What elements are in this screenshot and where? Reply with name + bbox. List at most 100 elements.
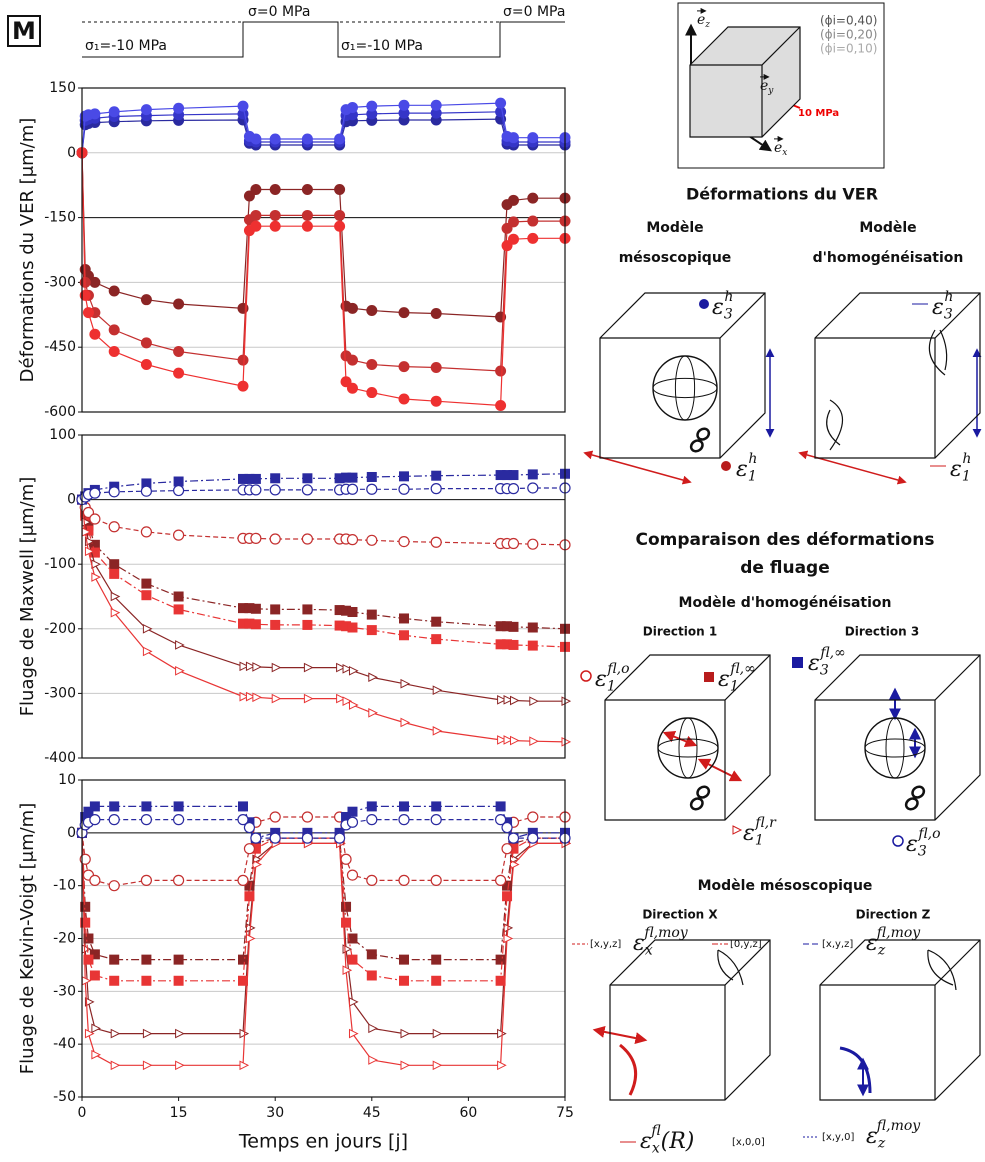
y-tick-label: -450 bbox=[44, 339, 76, 355]
marker bbox=[495, 97, 507, 109]
series bbox=[76, 811, 571, 892]
symbol-base: ε bbox=[595, 667, 607, 692]
marker bbox=[341, 605, 352, 616]
marker bbox=[334, 605, 345, 616]
marker bbox=[430, 107, 442, 119]
marker bbox=[561, 696, 572, 706]
marker bbox=[80, 811, 91, 822]
marker bbox=[336, 662, 346, 673]
symbol-sup: h bbox=[748, 451, 757, 467]
series bbox=[77, 827, 570, 965]
cube-outline bbox=[819, 939, 981, 1101]
marker bbox=[334, 620, 345, 631]
series-line bbox=[81, 816, 565, 887]
marker bbox=[527, 811, 539, 823]
series bbox=[77, 494, 570, 652]
symbol-sup: fl,r bbox=[754, 815, 777, 831]
interface-arc bbox=[717, 949, 734, 981]
cube-outline bbox=[689, 26, 801, 138]
marker bbox=[250, 619, 261, 630]
marker bbox=[366, 814, 378, 826]
cube bbox=[819, 939, 981, 1101]
marker bbox=[509, 735, 520, 746]
y-tick-label: 0 bbox=[67, 492, 76, 508]
point-label: [x,0,0] bbox=[732, 1137, 765, 1148]
marker bbox=[347, 954, 358, 965]
symbol-label: ε3 fl,o bbox=[906, 826, 941, 860]
marker bbox=[109, 975, 120, 986]
marker bbox=[527, 482, 539, 494]
marker bbox=[141, 478, 152, 489]
marker bbox=[430, 362, 442, 374]
marker bbox=[346, 483, 359, 495]
marker bbox=[89, 108, 101, 120]
marker bbox=[431, 616, 442, 627]
marker bbox=[400, 1028, 411, 1039]
inclusion bbox=[657, 717, 719, 779]
marker bbox=[366, 304, 378, 316]
marker bbox=[91, 1049, 101, 1060]
marker bbox=[507, 233, 519, 245]
marker bbox=[348, 1028, 359, 1039]
marker bbox=[239, 661, 250, 672]
marker bbox=[173, 874, 185, 886]
marker bbox=[368, 672, 378, 683]
marker bbox=[269, 220, 281, 232]
symbol-label: ε1 fl,∞ bbox=[718, 661, 756, 695]
point-label: [x,y,z] bbox=[822, 939, 853, 950]
symbol-base: ε bbox=[712, 295, 724, 320]
symbol-label: ey bbox=[760, 78, 774, 96]
x-tick-label: 15 bbox=[170, 1105, 188, 1121]
marker bbox=[302, 473, 313, 484]
marker bbox=[173, 604, 184, 615]
marker bbox=[237, 100, 249, 112]
marker bbox=[83, 933, 94, 944]
marker bbox=[141, 801, 152, 812]
marker bbox=[432, 685, 443, 695]
marker bbox=[252, 662, 262, 672]
marker bbox=[497, 695, 507, 705]
series-line bbox=[81, 805, 565, 839]
marker bbox=[142, 1060, 153, 1071]
series-line bbox=[81, 499, 566, 648]
marker bbox=[508, 470, 519, 481]
series bbox=[76, 147, 571, 323]
marker bbox=[366, 874, 378, 886]
symbol-label: ez bbox=[697, 12, 710, 30]
model-title: Modèle mésoscopique bbox=[698, 878, 873, 894]
marker bbox=[503, 735, 514, 745]
marker bbox=[368, 1023, 378, 1034]
marker bbox=[503, 933, 514, 944]
marker bbox=[502, 470, 513, 481]
marker bbox=[173, 476, 184, 487]
x-tick-label: 30 bbox=[266, 1105, 284, 1121]
marker bbox=[83, 954, 94, 965]
marker bbox=[83, 806, 94, 817]
cube bbox=[599, 292, 766, 459]
marker bbox=[89, 874, 101, 886]
series-line bbox=[81, 152, 565, 318]
marker bbox=[80, 917, 91, 928]
marker bbox=[495, 975, 506, 986]
marker bbox=[495, 814, 507, 826]
marker bbox=[430, 308, 442, 320]
symbol-sup: fl,moy bbox=[643, 925, 688, 941]
marker bbox=[269, 184, 281, 196]
marker bbox=[244, 891, 255, 902]
marker bbox=[431, 634, 442, 645]
direction-title: Direction 3 bbox=[845, 625, 919, 639]
marker bbox=[341, 811, 352, 822]
marker bbox=[430, 874, 442, 886]
x-tick-label: 60 bbox=[459, 1105, 477, 1121]
model-title: d'homogénéisation bbox=[813, 250, 964, 266]
marker bbox=[173, 346, 185, 358]
series bbox=[78, 494, 572, 706]
marker bbox=[237, 354, 249, 366]
plot-frame bbox=[81, 434, 566, 759]
marker bbox=[302, 619, 313, 630]
marker bbox=[140, 814, 152, 826]
marker bbox=[399, 630, 409, 641]
marker bbox=[336, 693, 346, 704]
series-line bbox=[81, 118, 565, 153]
symbol-sup: fl bbox=[650, 1123, 661, 1139]
